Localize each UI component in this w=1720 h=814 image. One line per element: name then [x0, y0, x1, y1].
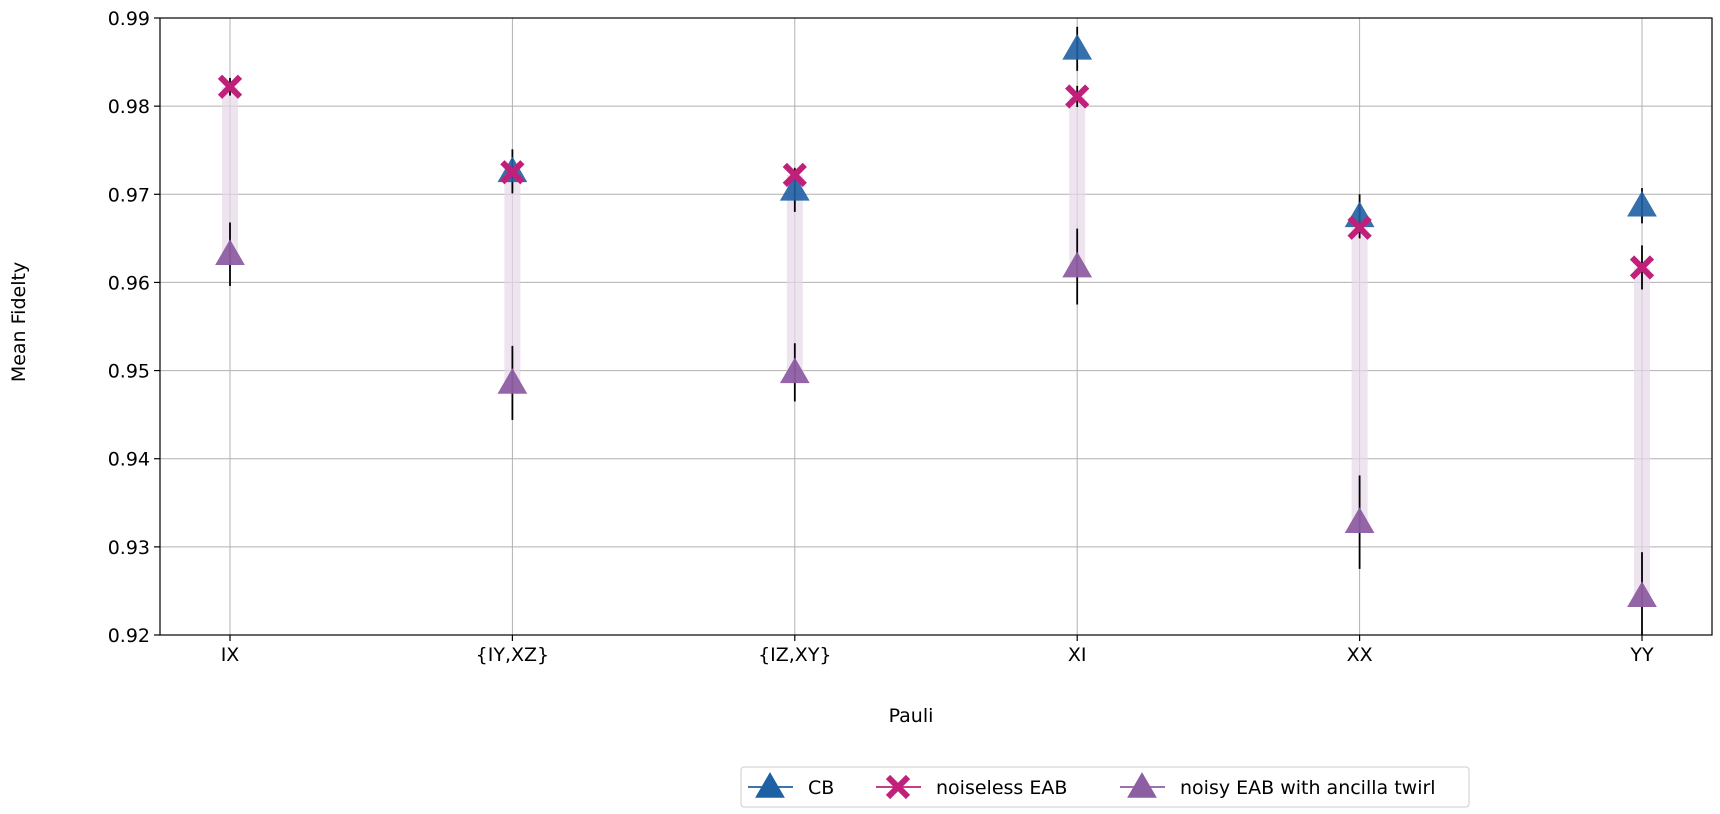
grid-layer — [160, 17, 1712, 636]
y-tick-label: 0.96 — [108, 272, 150, 294]
legend-items: CB noiseless EAB noisy EAB with ancilla tw… — [748, 772, 1436, 800]
cb-point — [779, 174, 810, 201]
range-band — [1634, 267, 1650, 597]
x-axis-ticks: IX {IY,XZ} {IZ,XY} XI XX YY — [221, 635, 1654, 666]
range-band — [786, 174, 803, 373]
noisy-eab-point — [1344, 507, 1375, 533]
y-tick-label: 0.94 — [108, 449, 150, 471]
error-bars — [229, 26, 1643, 635]
range-band — [1069, 96, 1086, 267]
noiseless-eab-point-stroke — [1065, 84, 1090, 109]
noiseless-eab-point — [782, 162, 807, 188]
y-tick-label: 0.93 — [108, 537, 150, 559]
legend-x-marker — [885, 774, 911, 800]
legend-frame — [740, 766, 1470, 808]
noiseless-eab-point — [1629, 255, 1655, 280]
noisy-eab-point — [215, 239, 245, 266]
legend-x-marker-stroke — [885, 774, 911, 800]
x-tick-label: {IY,XZ} — [476, 644, 549, 666]
y-tick-label: 0.97 — [108, 184, 150, 206]
cb-point — [1062, 33, 1093, 60]
y-tick-label: 0.92 — [108, 625, 150, 647]
range-band — [504, 172, 521, 383]
cb-point — [1627, 190, 1657, 217]
noiseless-eab-point-stroke — [500, 160, 525, 185]
noisy-eab-point — [779, 357, 810, 384]
range-band — [222, 86, 238, 255]
y-tick-label: 0.99 — [108, 8, 150, 30]
y-tick-label: 0.98 — [108, 96, 150, 118]
noiseless-eab-point — [217, 74, 243, 99]
range-bands — [222, 86, 1650, 597]
legend-triangle-marker — [755, 772, 785, 798]
noiseless-eab-point-stroke — [782, 162, 807, 188]
noisy-eab-point — [1627, 581, 1657, 608]
x-tick-label: XI — [1068, 644, 1087, 666]
noisy-eab-point — [1062, 251, 1093, 278]
noisy-eab-point — [497, 368, 528, 394]
x-tick-label: YY — [1629, 644, 1654, 666]
y-axis-title: Mean Fidelty — [8, 262, 30, 382]
noiseless-eab-point-stroke — [1629, 255, 1655, 280]
range-band — [1351, 227, 1368, 523]
x-tick-label: IX — [221, 644, 240, 666]
noiseless-eab-point — [500, 160, 525, 185]
noiseless-eab-point-stroke — [1347, 215, 1372, 240]
y-tick-label: 0.95 — [108, 361, 150, 383]
plot-frame — [159, 17, 1713, 636]
y-axis-ticks: 0.92 0.93 0.94 0.95 0.96 0.97 0.98 0.99 — [108, 8, 160, 647]
x-tick-label: XX — [1347, 644, 1373, 666]
legend-label: noisy EAB with ancilla twirl — [1180, 777, 1436, 799]
x-tick-label: {IZ,XY} — [758, 644, 831, 666]
x-axis-title: Pauli — [889, 705, 934, 727]
noiseless-eab-point — [1065, 84, 1090, 109]
noiseless-eab-point-stroke — [217, 74, 243, 99]
legend: CB noiseless EAB noisy EAB with ancilla tw… — [740, 766, 1470, 808]
legend-triangle-marker — [1127, 772, 1157, 798]
data-markers — [215, 33, 1657, 608]
legend-label: noiseless EAB — [936, 777, 1067, 799]
legend-label: CB — [808, 777, 834, 799]
noiseless-eab-point — [1347, 215, 1372, 240]
cb-point — [1344, 201, 1375, 228]
